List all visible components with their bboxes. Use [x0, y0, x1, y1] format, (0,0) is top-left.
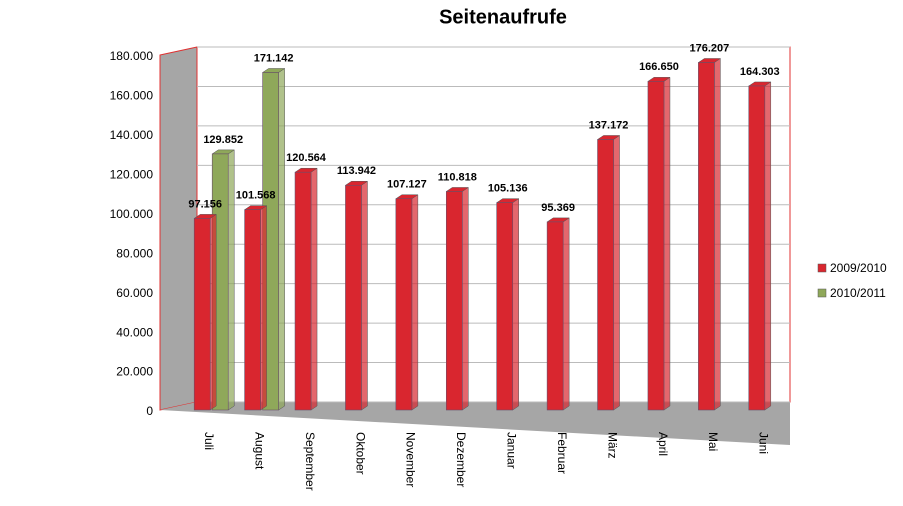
bar-side [462, 186, 469, 411]
y-tick-label: 80.000 [116, 246, 153, 260]
bar-side [562, 217, 570, 411]
bar [748, 85, 766, 411]
bar [345, 184, 362, 411]
value-label: 129.852 [203, 134, 243, 146]
value-label: 164.303 [740, 66, 780, 78]
bar [445, 191, 463, 411]
y-tick-label: 0 [146, 404, 153, 418]
legend-swatch [817, 288, 827, 298]
value-label: 176.207 [689, 42, 729, 54]
bar-side [310, 167, 318, 411]
value-label: 101.568 [236, 190, 276, 202]
value-label: 107.127 [387, 179, 427, 191]
bar-side [512, 198, 519, 411]
x-tick-label: Oktober [353, 432, 367, 475]
bar-side [361, 180, 368, 411]
bar [244, 209, 261, 411]
y-tick-label: 140.000 [110, 128, 154, 142]
value-label: 137.172 [589, 119, 629, 131]
bar [294, 171, 312, 411]
floor [160, 402, 790, 445]
value-label: 110.818 [438, 171, 477, 183]
bar-side [278, 68, 285, 411]
bar-side [227, 149, 235, 411]
value-label: 97.156 [188, 198, 222, 210]
chart-title: Seitenaufrufe [439, 6, 567, 28]
legend-swatch [817, 263, 827, 273]
legend-label: 2009/2010 [830, 261, 887, 275]
value-label: 120.564 [286, 152, 327, 164]
x-tick-label: Januar [505, 432, 519, 469]
y-tick-label: 180.000 [110, 49, 154, 63]
bar [546, 221, 564, 411]
x-tick-label: Mai [706, 432, 720, 451]
legend-label: 2010/2011 [830, 286, 886, 300]
x-tick-label: Juli [202, 432, 216, 450]
y-tick-label: 100.000 [110, 207, 154, 221]
bar-side [764, 81, 772, 411]
x-tick-label: April [656, 432, 670, 456]
x-tick-label: August [252, 432, 266, 470]
bar [698, 62, 715, 411]
value-label: 113.942 [337, 165, 376, 177]
x-tick-label: November [404, 432, 418, 487]
x-tick-label: Juni [757, 432, 771, 454]
bar-side [663, 76, 671, 411]
bar-side [209, 213, 217, 411]
bar [496, 202, 514, 411]
x-tick-label: September [303, 432, 317, 491]
value-label: 166.650 [639, 61, 679, 73]
y-tick-label: 160.000 [110, 89, 154, 103]
y-tick-label: 120.000 [110, 168, 154, 182]
x-tick-label: Februar [555, 432, 569, 474]
side-wall [159, 46, 198, 411]
bar [193, 218, 211, 411]
y-tick-label: 20.000 [116, 365, 153, 379]
bar-side [260, 205, 267, 411]
value-label: 95.369 [541, 202, 575, 214]
bar-side [613, 134, 620, 411]
value-label: 105.136 [488, 183, 528, 195]
bar [647, 81, 665, 411]
bar-side [714, 58, 721, 411]
bar [395, 198, 413, 411]
bar-side [411, 194, 419, 411]
x-tick-label: Dezember [454, 432, 468, 487]
y-tick-label: 60.000 [116, 286, 153, 300]
bar [597, 139, 614, 411]
value-label: 171.142 [254, 52, 294, 64]
x-tick-label: März [605, 432, 619, 459]
y-tick-label: 40.000 [116, 325, 153, 339]
